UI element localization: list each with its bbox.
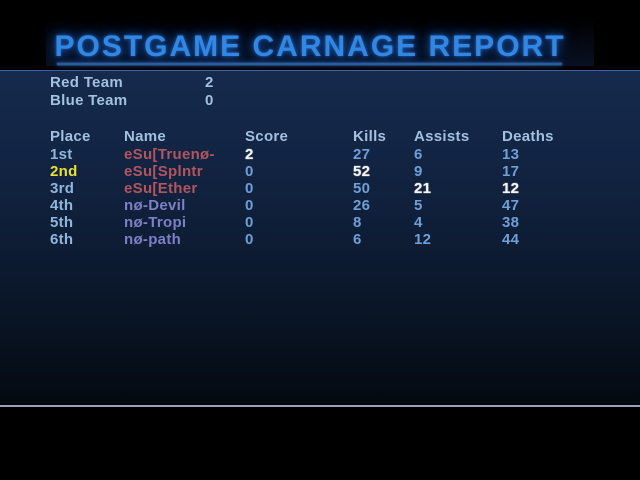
team-name: Blue Team <box>50 92 128 109</box>
deaths-cell: 47 <box>502 197 520 214</box>
table-row: 5th nø-Tropi 0 8 4 38 <box>0 214 640 231</box>
place-cell: 3rd <box>50 180 75 197</box>
score-cell: 0 <box>245 214 254 231</box>
deaths-cell: 17 <box>502 163 520 180</box>
kills-cell: 27 <box>353 146 371 163</box>
place-cell: 1st <box>50 146 73 163</box>
score-cell: 0 <box>245 163 254 180</box>
place-cell: 4th <box>50 197 74 214</box>
kills-cell: 52 <box>353 163 371 180</box>
place-cell: 5th <box>50 214 74 231</box>
page-title: POSTGAME CARNAGE REPORT <box>54 30 566 63</box>
table-row: 4th nø-Devil 0 26 5 47 <box>0 197 640 214</box>
player-name: eSu[Ether <box>124 180 198 197</box>
player-name: eSu[Truenø- <box>124 146 215 163</box>
deaths-cell: 38 <box>502 214 520 231</box>
score-cell: 0 <box>245 231 254 248</box>
kills-cell: 50 <box>353 180 371 197</box>
header-score: Score <box>245 128 289 145</box>
header-place: Place <box>50 128 91 145</box>
header-kills: Kills <box>353 128 387 145</box>
team-summary-row-blue: Blue Team 0 <box>0 92 640 109</box>
title-bar <box>46 18 594 66</box>
assists-cell: 9 <box>414 163 423 180</box>
assists-cell: 4 <box>414 214 423 231</box>
table-row: 6th nø-path 0 6 12 44 <box>0 231 640 248</box>
assists-cell: 12 <box>414 231 432 248</box>
score-cell: 0 <box>245 180 254 197</box>
header-name: Name <box>124 128 167 145</box>
team-name: Red Team <box>50 74 123 91</box>
team-summary-row-red: Red Team 2 <box>0 74 640 91</box>
player-name: nø-Devil <box>124 197 186 214</box>
scoreboard-panel <box>0 70 640 407</box>
assists-cell: 6 <box>414 146 423 163</box>
player-name: nø-path <box>124 231 182 248</box>
player-name: nø-Tropi <box>124 214 187 231</box>
score-cell: 2 <box>245 146 254 163</box>
score-cell: 0 <box>245 197 254 214</box>
table-row: 1st eSu[Truenø- 2 27 6 13 <box>0 146 640 163</box>
assists-cell: 5 <box>414 197 423 214</box>
deaths-cell: 44 <box>502 231 520 248</box>
kills-cell: 6 <box>353 231 362 248</box>
deaths-cell: 13 <box>502 146 520 163</box>
deaths-cell: 12 <box>502 180 520 197</box>
table-header-row: Place Name Score Kills Assists Deaths <box>0 128 640 145</box>
team-score: 0 <box>205 92 214 109</box>
team-score: 2 <box>205 74 214 91</box>
kills-cell: 26 <box>353 197 371 214</box>
header-deaths: Deaths <box>502 128 554 145</box>
table-row: 2nd eSu[Splntr 0 52 9 17 <box>0 163 640 180</box>
table-row: 3rd eSu[Ether 0 50 21 12 <box>0 180 640 197</box>
header-assists: Assists <box>414 128 470 145</box>
place-cell: 6th <box>50 231 74 248</box>
kills-cell: 8 <box>353 214 362 231</box>
player-name: eSu[Splntr <box>124 163 203 180</box>
title-underline <box>57 63 562 65</box>
assists-cell: 21 <box>414 180 432 197</box>
place-cell: 2nd <box>50 163 78 180</box>
